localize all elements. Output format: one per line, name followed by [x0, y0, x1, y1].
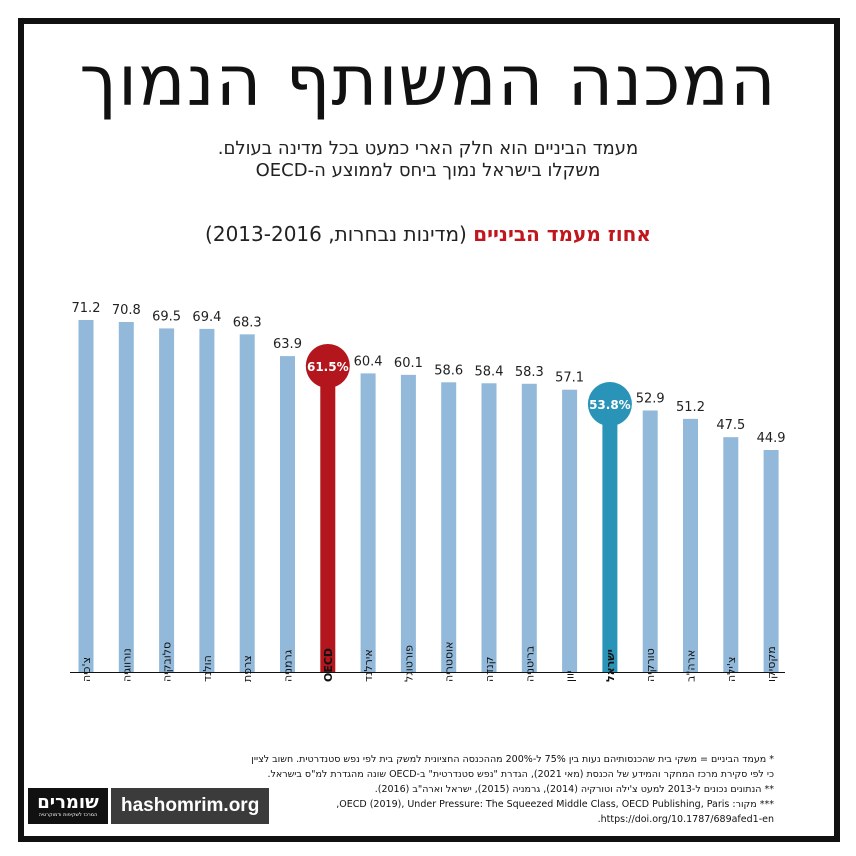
bar-15 [683, 419, 698, 672]
value-label-16: 47.5 [716, 418, 745, 433]
footnote-5: https://doi.org/10.1787/689afed1-en. [214, 812, 774, 827]
value-label-3: 69.4 [192, 310, 221, 325]
category-label-7: אירלנד [362, 649, 375, 682]
bar-0 [79, 320, 94, 672]
logo-mark-text: שומרים [37, 794, 99, 812]
bar-2 [159, 328, 174, 672]
value-label-13: 53.8% [589, 398, 631, 412]
logo-url[interactable]: hashomrim.org [111, 788, 269, 824]
category-label-17: מקסיקו [765, 646, 778, 682]
category-label-4: צרפת [241, 655, 254, 682]
bar-11 [522, 384, 537, 672]
footnote-4: *** מקור: OECD (2019), Under Pressure: T… [214, 797, 774, 812]
value-label-5: 63.9 [273, 337, 302, 352]
bar-5 [280, 356, 295, 672]
category-label-12: יוון [564, 671, 577, 682]
category-label-10: קנדה [483, 657, 496, 682]
value-label-11: 58.3 [515, 365, 544, 380]
logo-mark: שומרים המרכז לשקיפות ודמוקרטיה [28, 788, 108, 824]
category-label-6: OECD [322, 648, 335, 682]
logo-tagline: המרכז לשקיפות ודמוקרטיה [39, 812, 98, 818]
value-label-2: 69.5 [152, 309, 181, 324]
value-label-12: 57.1 [555, 371, 584, 386]
footnote-1: * מעמד הביניים = משקי בית שהכנסותיהם נעו… [214, 752, 774, 767]
bar-1 [119, 322, 134, 672]
footnotes: * מעמד הביניים = משקי בית שהכנסותיהם נעו… [214, 752, 774, 827]
value-label-7: 60.4 [354, 354, 383, 369]
category-label-5: גרמניה [282, 649, 295, 682]
value-label-6: 61.5% [307, 360, 349, 374]
bar-8 [401, 375, 416, 672]
bar-14 [643, 410, 658, 672]
value-label-9: 58.6 [434, 363, 463, 378]
category-label-16: צ'ילה [725, 657, 738, 682]
value-label-10: 58.4 [475, 364, 504, 379]
value-label-0: 71.2 [72, 301, 101, 316]
value-label-1: 70.8 [112, 303, 141, 318]
value-label-17: 44.9 [757, 431, 786, 446]
category-label-8: פורטוגל [402, 645, 415, 682]
category-label-0: צ'כיה [80, 657, 93, 682]
hashomrim-logo[interactable]: שומרים המרכז לשקיפות ודמוקרטיה hashomrim… [28, 788, 269, 824]
bar-7 [361, 373, 376, 672]
bar-17 [764, 450, 779, 672]
value-label-4: 68.3 [233, 315, 262, 330]
category-label-9: אוסטריה [443, 642, 456, 682]
footnote-3: ** הנתונים נכונים ל-2013 למעט צ'ילה וטור… [214, 782, 774, 797]
value-label-14: 52.9 [636, 391, 665, 406]
bar-13 [602, 406, 617, 672]
category-label-14: טורקיה [644, 648, 657, 682]
bar-6 [320, 368, 335, 672]
value-label-15: 51.2 [676, 400, 705, 415]
category-label-1: נורווגיה [120, 648, 133, 682]
bar-16 [723, 437, 738, 672]
bar-4 [240, 334, 255, 672]
category-label-15: ארה"ב [685, 650, 698, 682]
category-label-2: סלובקיה [161, 642, 174, 682]
bar-3 [199, 329, 214, 672]
bar-9 [441, 382, 456, 672]
bar-10 [482, 383, 497, 672]
category-label-3: הולנד [201, 655, 214, 682]
bar-chart: 71.2 צ'כיה 70.8 נורווגיה 69.5 סלובקיה 69.4 הולנ… [0, 0, 856, 856]
category-label-13: ישראל [604, 649, 617, 682]
value-label-8: 60.1 [394, 356, 423, 371]
bar-12 [562, 390, 577, 672]
footnote-2: כי לפי סקירת מרכז המחקר והמידע של הכנסת … [214, 767, 774, 782]
category-label-11: בריטניה [523, 646, 536, 682]
